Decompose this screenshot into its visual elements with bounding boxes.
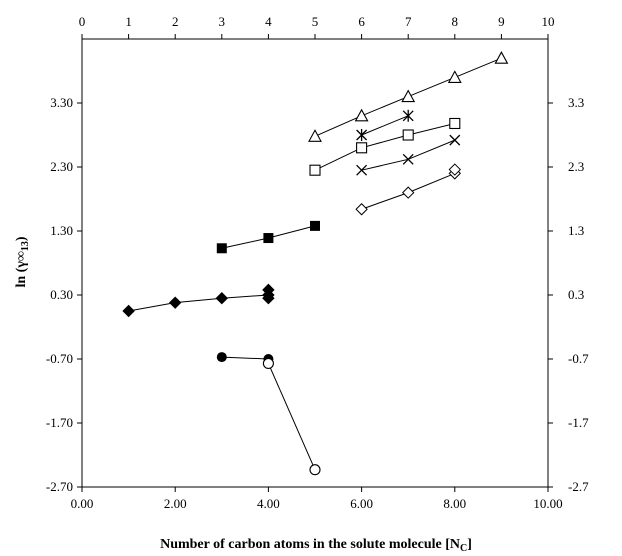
point-filled-square — [310, 220, 320, 231]
y-axis-title: ln (γ∞13) — [14, 236, 31, 287]
y-tick-label-left: -1.70 — [46, 415, 73, 430]
point-open-triangle — [447, 70, 462, 83]
x-tick-label-top: 0 — [79, 14, 86, 29]
x-tick-label-top: 4 — [265, 14, 272, 29]
x-tick-label-bottom: 8.00 — [443, 496, 466, 511]
point-open-triangle — [354, 108, 369, 122]
x-tick-label-top: 3 — [219, 14, 226, 29]
x-tick-label-bottom: 6.00 — [350, 496, 373, 511]
point-filled-diamond — [262, 291, 275, 305]
series-line — [361, 139, 455, 171]
y-tick-label-left: 2.30 — [50, 159, 73, 174]
y-axis-left: -2.70 -1.70 -0.70 0.30 1.30 2.30 3.30 — [46, 95, 82, 494]
x-tick-label-top: 6 — [358, 14, 365, 29]
x-axis-bottom: 0.00 2.00 4.00 6.00 8.00 10.00 — [71, 487, 563, 511]
x-tick-label-top: 1 — [125, 14, 132, 29]
x-tick-label-bottom: 0.00 — [71, 496, 94, 511]
series-markers — [122, 51, 509, 476]
point-filled-square — [263, 233, 274, 244]
point-cross — [402, 153, 414, 165]
series-line — [267, 363, 316, 470]
y-tick-label-left: -2.70 — [46, 479, 73, 494]
x-axis-title: Number of carbon atoms in the solute mol… — [160, 537, 472, 554]
x-tick-label-top: 7 — [405, 14, 412, 29]
x-tick-label-top: 2 — [172, 14, 179, 29]
y-tick-label-right: 3.3 — [568, 95, 584, 110]
y-tick-label-right: -1.7 — [568, 415, 589, 430]
x-tick-label-top: 10 — [542, 14, 555, 29]
series-line — [128, 294, 269, 312]
x-tick-label-bottom: 2.00 — [164, 496, 187, 511]
point-open-square — [356, 142, 368, 154]
series-line — [361, 115, 409, 136]
point-filled-square — [216, 243, 227, 254]
plot-frame — [81, 38, 549, 488]
x-tick-label-top: 9 — [498, 14, 505, 29]
point-open-circle — [309, 464, 321, 476]
x-tick-label-top: 8 — [452, 14, 459, 29]
y-tick-label-right: -0.7 — [568, 351, 589, 366]
point-open-triangle — [494, 51, 509, 64]
y-tick-label-left: 3.30 — [50, 95, 73, 110]
point-open-square — [449, 117, 461, 130]
point-open-triangle — [308, 129, 322, 142]
y-tick-label-left: 0.30 — [50, 287, 73, 302]
point-open-diamond — [355, 203, 368, 216]
point-filled-diamond — [168, 296, 182, 309]
y-tick-label-right: -2.7 — [568, 479, 589, 494]
point-filled-diamond — [122, 304, 135, 318]
y-tick-label-right: 1.3 — [568, 223, 584, 238]
y-axis-right: -2.7 -1.7 -0.7 0.3 1.3 2.3 3.3 — [548, 95, 589, 494]
point-open-triangle — [401, 89, 416, 103]
x-tick-label-top: 5 — [312, 14, 319, 29]
point-filled-diamond — [215, 291, 229, 305]
series-lines — [128, 57, 502, 470]
point-open-square — [402, 129, 414, 141]
point-asterisk — [402, 109, 414, 122]
x-tick-label-bottom: 4.00 — [257, 496, 280, 511]
x-axis-top: 0 1 2 3 4 5 6 7 8 9 10 — [79, 14, 555, 39]
series-line — [314, 122, 455, 171]
point-filled-circle — [216, 352, 227, 363]
point-open-circle — [262, 357, 274, 370]
point-open-diamond — [448, 163, 462, 176]
y-tick-label-left: 1.30 — [50, 223, 73, 238]
point-asterisk — [356, 129, 368, 141]
y-tick-label-left: -0.70 — [46, 351, 73, 366]
series-line — [221, 356, 269, 360]
point-cross — [449, 134, 461, 146]
y-tick-label-right: 2.3 — [568, 159, 584, 174]
x-tick-label-bottom: 10.00 — [533, 496, 562, 511]
point-cross — [356, 164, 368, 176]
y-tick-label-right: 0.3 — [568, 287, 584, 302]
point-open-diamond — [401, 186, 415, 199]
point-open-square — [309, 164, 321, 176]
